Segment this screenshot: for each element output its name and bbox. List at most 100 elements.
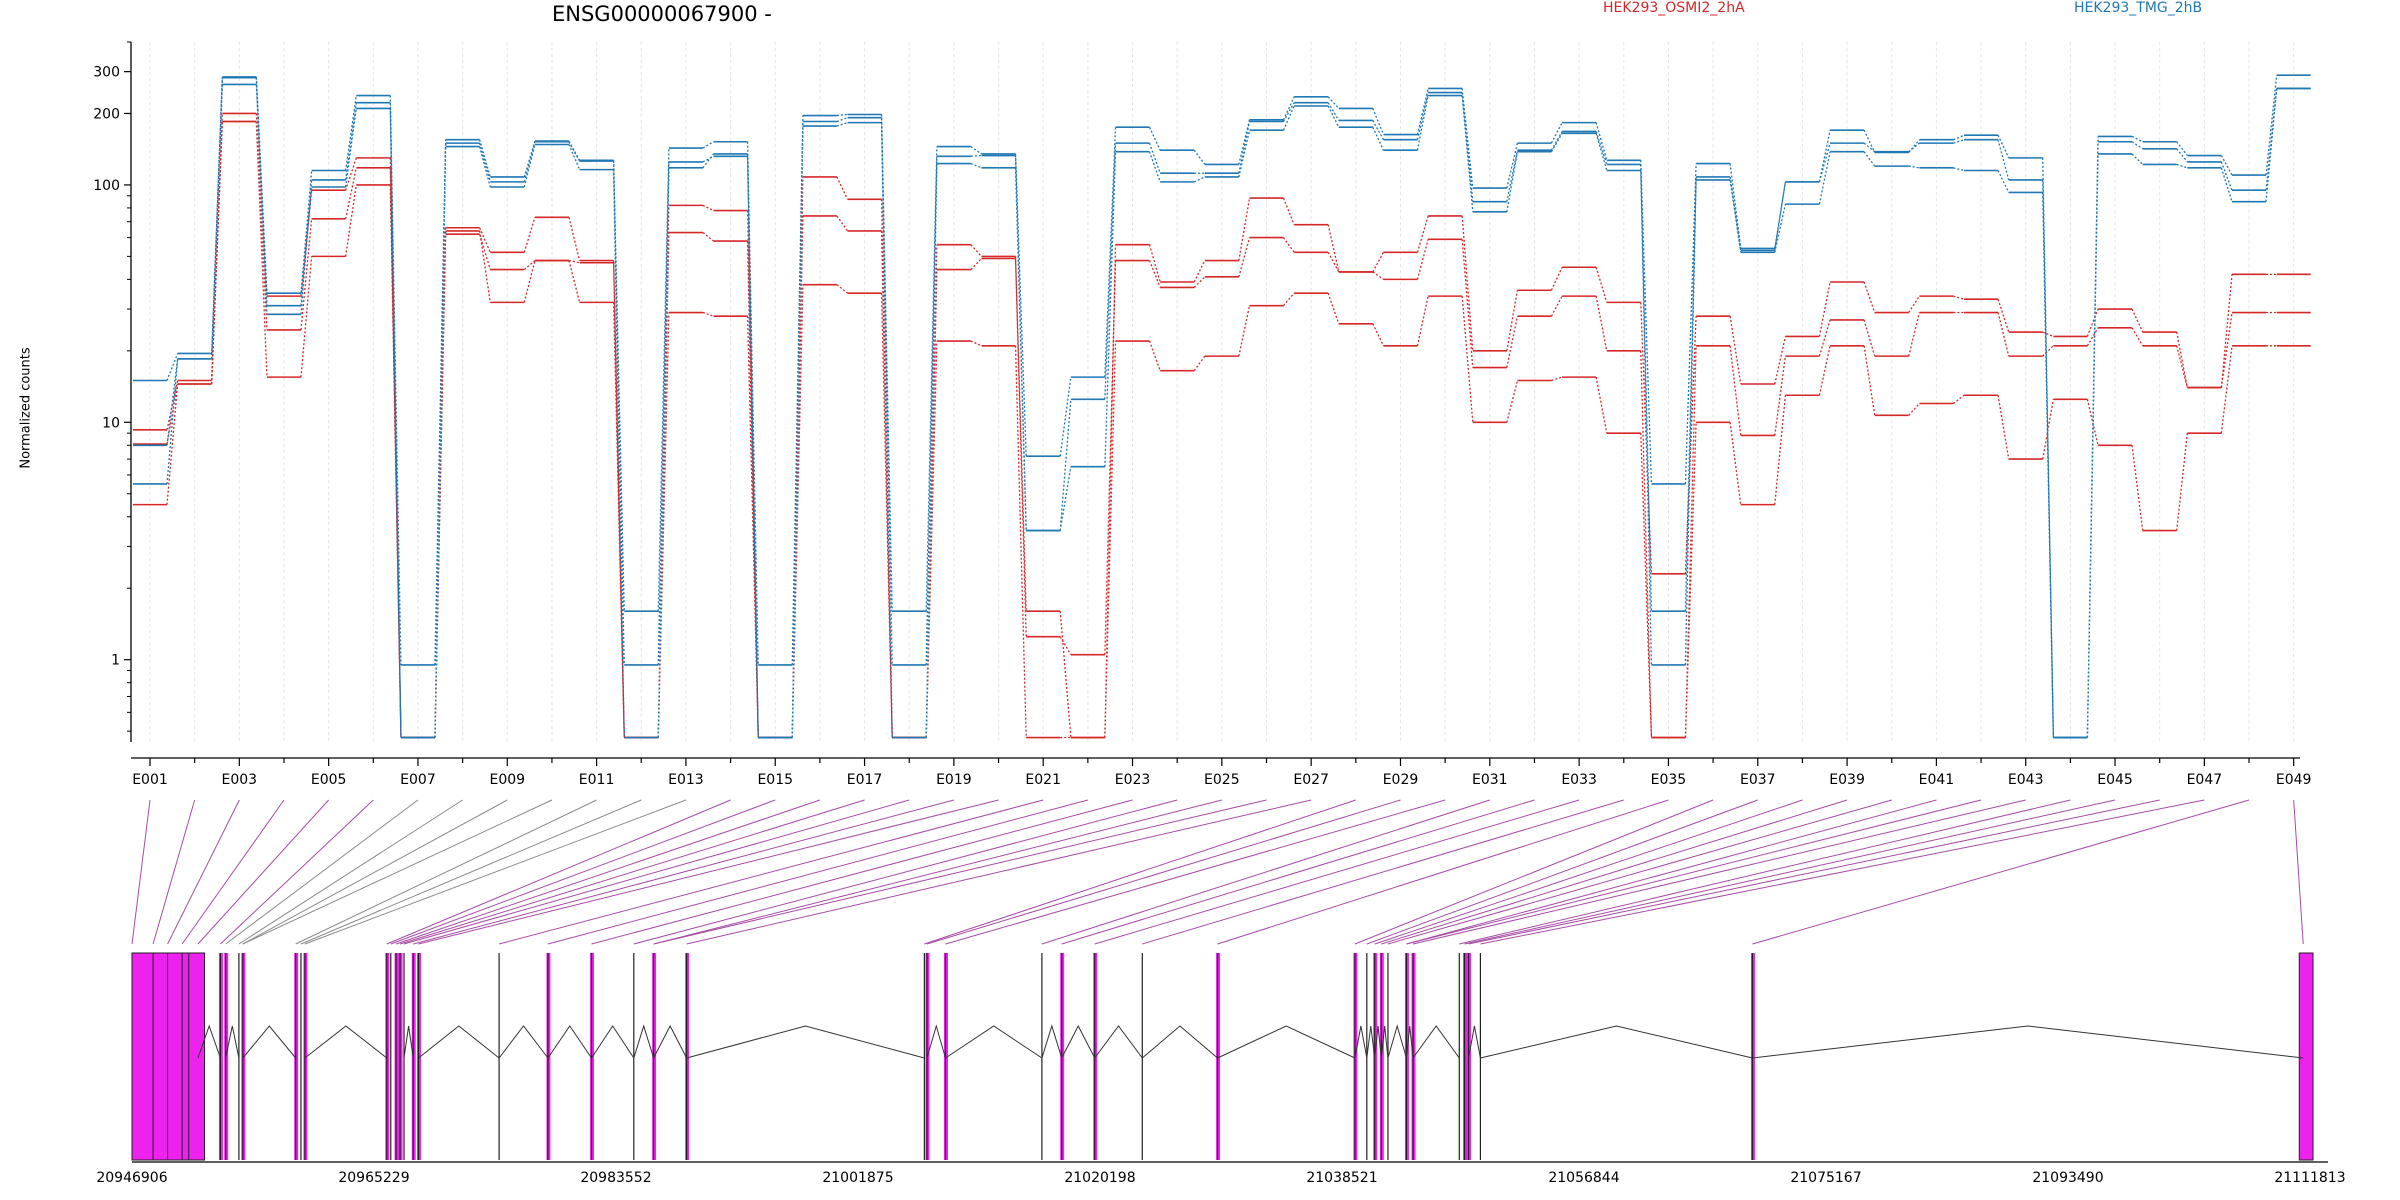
x-tick-label: E033 [1561,772,1597,788]
exon-connector [395,799,821,945]
x-tick-label: E019 [936,772,972,788]
x-tick-label: E047 [2187,772,2223,788]
x-tick-label: E021 [1025,772,1061,788]
data-transition [1461,88,1474,189]
data-transition [791,284,804,738]
data-transition [166,358,179,484]
data-transition [791,115,804,665]
data-transition [1104,127,1117,378]
data-transition [1372,252,1385,273]
data-transition [970,244,983,257]
exon-block [131,952,206,1161]
data-transition [166,353,179,381]
data-transition [2265,88,2278,191]
data-transition [836,176,849,200]
exon-connector [399,799,865,945]
genomic-coordinate-label: 20946906 [96,1170,167,1186]
data-transition [836,284,848,294]
data-transition [1908,295,1920,313]
exon-connector [1381,799,1848,945]
intron-line [926,1024,946,1059]
data-transition [1774,203,1787,253]
data-transition [434,139,447,665]
data-transition [1863,345,1876,416]
exon-block [2298,952,2314,1161]
data-transition [2042,157,2055,738]
exon-connector [498,799,1044,945]
data-transition [1014,256,1027,612]
data-transition [1997,395,2010,460]
data-transition [211,84,223,359]
exon-connector [686,799,1312,945]
x-tick-label: E005 [311,772,347,788]
data-transition [925,269,938,738]
exon-connector [403,799,910,945]
exon-connector [1459,799,2071,945]
data-transition [255,121,268,330]
x-axis: E001 E003 E005 E007 E009 E011 E013 E015 E017 E019… [131,757,2311,788]
data-transition [1863,319,1876,357]
intron-line [197,1024,221,1059]
data-transition [1327,96,1340,109]
exon-connector [1464,799,2116,945]
intron-line [1141,1025,1218,1059]
data-transition [2131,327,2144,347]
genomic-coordinate-label: 21111813 [2274,1170,2345,1186]
data-transition [434,234,447,738]
data-transition [1684,422,1697,738]
y-tick-label: 1 [111,653,120,669]
data-transition [166,383,179,445]
data-transition [1729,345,1742,436]
data-transition [702,232,714,242]
series-layer [133,74,2311,739]
data-transition [1148,260,1161,288]
data-transition [1372,126,1385,151]
series-line [133,120,2311,739]
data-transition [1818,281,1831,337]
data-transition [1729,316,1742,385]
exon-connector [591,799,1133,945]
intron-line [1412,1025,1460,1059]
genomic-coordinate-label: 21020198 [1064,1170,1135,1186]
data-transition [1953,134,1965,141]
data-transition [479,227,491,253]
genomic-coordinate-label: 20965229 [338,1170,409,1186]
grid [149,42,2295,742]
data-transition [1238,121,1251,174]
data-transition [1818,142,1831,183]
y-tick-label: 10 [102,415,120,431]
data-transition [1774,181,1787,249]
data-transition [2176,148,2188,163]
data-transition [1908,165,1920,169]
exon-connector [167,799,240,945]
data-transition [344,108,357,188]
intron-line [686,1025,925,1059]
y-tick-label: 200 [93,106,120,122]
exon-connector [418,799,999,945]
exon-connector [413,799,955,945]
intron-line [1374,1025,1382,1059]
exon-connector [1752,799,2250,945]
x-tick-label: E013 [668,772,704,788]
data-transition [2176,345,2188,388]
intron-line [225,1025,240,1059]
data-transition [1640,302,1653,574]
data-transition [345,157,357,191]
exon-connector [225,799,419,945]
exon-connector [197,799,330,945]
data-transition [925,156,938,665]
data-transition [1104,260,1117,655]
intron-line [1380,1025,1389,1059]
data-transition [1327,252,1340,273]
exon-connector [653,799,1267,945]
data-transition [1774,395,1787,505]
series-line [133,83,2311,739]
data-transition [1774,181,1787,251]
intron-line [1405,1025,1414,1059]
data-transition [1506,150,1519,202]
data-transition [523,144,536,188]
data-transition [880,230,893,738]
x-tick-label: E039 [1829,772,1865,788]
data-transition [1506,290,1519,351]
